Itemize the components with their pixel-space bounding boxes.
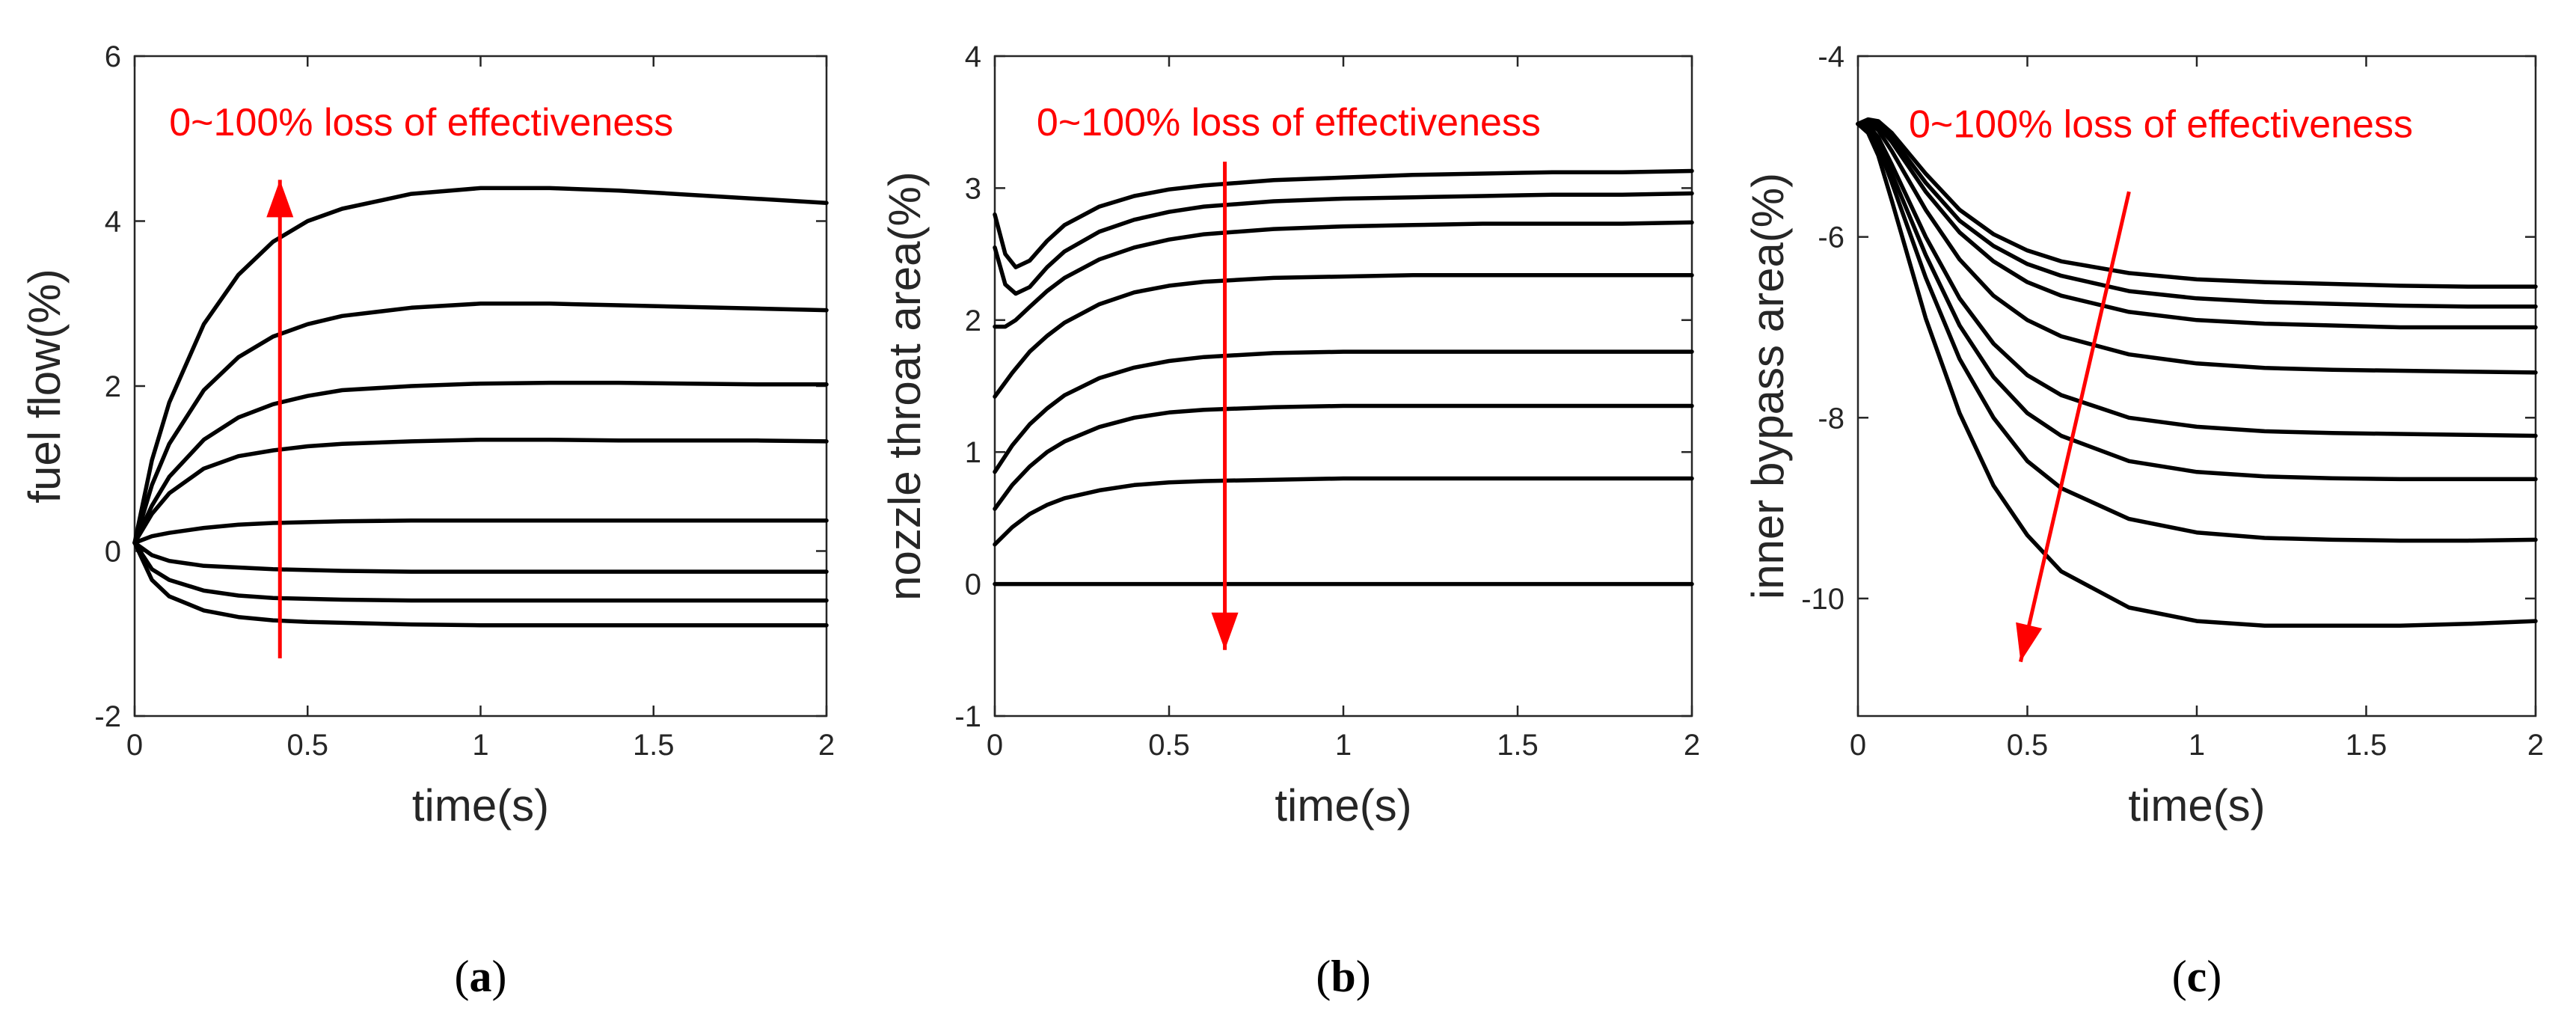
x-axis-label: time(s)	[412, 780, 549, 830]
x-axis-label: time(s)	[1275, 780, 1411, 830]
series-line-8	[1856, 121, 2538, 628]
x-tick-label: 0	[126, 729, 143, 762]
y-tick-label: 6	[105, 40, 121, 73]
x-tick-label: 0	[987, 729, 1003, 762]
series-line-1	[132, 186, 829, 545]
x-tick-label: 2	[2527, 729, 2544, 762]
annotation-arrow-head	[266, 180, 294, 218]
x-tick-label: 2	[1684, 729, 1700, 762]
y-tick-label: -10	[1801, 583, 1844, 616]
annotation-arrow-head	[1211, 612, 1239, 650]
panel-caption: (b)	[1316, 952, 1370, 1001]
y-axis-label: inner bypass area(%)	[1743, 173, 1793, 599]
y-tick-label: -2	[94, 700, 121, 733]
x-tick-label: 1	[1335, 729, 1352, 762]
x-tick-label: 0	[1850, 729, 1866, 762]
series-line-2	[993, 191, 1694, 296]
series-line-4	[132, 437, 829, 545]
y-axis-label: nozzle throat area(%)	[880, 171, 930, 601]
y-tick-label: 0	[105, 536, 121, 569]
annotation-arrow-head	[2016, 622, 2043, 662]
panel-c: 0 0.5 1 1.5 2 -10 -8 -6 -4 time(s) inner bypass ar…	[1743, 40, 2544, 1001]
y-tick-label: -6	[1818, 221, 1844, 254]
y-tick-label: 2	[965, 305, 981, 337]
y-axis-label: fuel flow(%)	[19, 269, 70, 503]
x-tick-label: 0.5	[2007, 729, 2049, 762]
series-line-1	[1856, 117, 2538, 289]
x-tick-label: 0.5	[286, 729, 328, 762]
y-tick-label: -1	[954, 700, 981, 733]
series-line-7	[1856, 121, 2538, 543]
x-tick-label: 0.5	[1148, 729, 1190, 762]
series-line-6	[993, 403, 1694, 511]
series-line-5	[1856, 121, 2538, 438]
y-tick-label: 4	[105, 206, 121, 239]
x-tick-label: 1.5	[633, 729, 675, 762]
y-tick-label: 4	[965, 40, 981, 73]
x-tick-label: 2	[818, 729, 835, 762]
y-tick-label: 0	[965, 569, 981, 602]
x-tick-label: 1	[472, 729, 488, 762]
series-line-3	[132, 380, 829, 545]
series-line-2	[1856, 117, 2538, 309]
y-tick-label: 1	[965, 436, 981, 469]
annotation-arrow-shaft	[2019, 191, 2131, 663]
y-tick-label: -8	[1818, 402, 1844, 435]
annotation-text: 0~100% loss of effectiveness	[1909, 103, 2413, 147]
panel-caption-letter: c	[2187, 952, 2207, 1001]
series-line-2	[132, 302, 829, 545]
series-line-4	[1856, 120, 2538, 375]
annotation-text: 0~100% loss of effectiveness	[1037, 101, 1541, 144]
panel-caption-letter: b	[1331, 952, 1355, 1001]
panel-caption-letter: a	[470, 952, 492, 1001]
x-axis-label: time(s)	[2128, 780, 2265, 830]
x-tick-label: 1.5	[1497, 729, 1539, 762]
x-tick-label: 1.5	[2346, 729, 2388, 762]
series-line-7	[993, 476, 1694, 547]
panel-caption: (c)	[2172, 952, 2222, 1001]
plot-frame	[993, 55, 1693, 718]
plot-frame	[1856, 55, 2537, 718]
panel-caption: (a)	[455, 952, 507, 1001]
series-line-5	[132, 518, 829, 545]
series-line-6	[1856, 121, 2538, 482]
series-line-1	[993, 168, 1694, 269]
x-tick-label: 1	[2189, 729, 2205, 762]
series-line-7	[132, 540, 829, 603]
series-line-3	[993, 220, 1694, 329]
y-tick-label: 3	[965, 172, 981, 205]
series-line-6	[132, 540, 829, 574]
y-tick-label: 2	[105, 370, 121, 403]
annotation-text: 0~100% loss of effectiveness	[169, 101, 673, 144]
series-line-3	[1856, 118, 2538, 330]
series-line-5	[993, 349, 1694, 474]
y-tick-label: -4	[1818, 40, 1844, 73]
series-line-4	[993, 273, 1694, 399]
series-line-8	[132, 540, 829, 628]
